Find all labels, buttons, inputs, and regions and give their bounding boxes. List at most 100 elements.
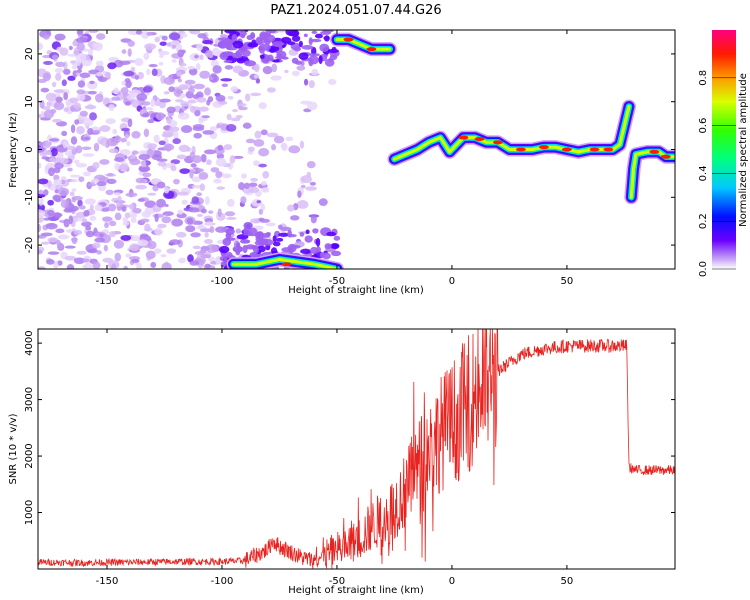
noise-speck: [229, 155, 236, 164]
noise-speck: [187, 207, 200, 213]
noise-speck: [68, 215, 74, 225]
noise-speck: [66, 145, 77, 151]
noise-speck: [215, 226, 227, 233]
noise-speck: [61, 79, 67, 87]
snr-y-label: SNR (10 * v/v): [8, 413, 19, 484]
signal-peak: [603, 147, 614, 152]
noise-speck: [193, 83, 205, 90]
noise-speck: [153, 248, 162, 254]
colorbar-gradient: [712, 30, 736, 269]
noise-speck: [196, 43, 204, 51]
noise-speck: [64, 255, 77, 261]
noise-speck: [136, 93, 148, 101]
y-tick-label: -10: [24, 189, 35, 205]
noise-speck: [277, 224, 283, 230]
noise-speck: [181, 49, 186, 54]
noise-speck: [272, 235, 277, 243]
noise-speck: [43, 109, 55, 119]
noise-speck: [101, 216, 113, 222]
noise-speck: [79, 110, 88, 117]
noise-speck: [254, 130, 262, 139]
noise-speck: [38, 209, 46, 218]
noise-speck: [70, 174, 81, 178]
noise-speck: [205, 221, 214, 226]
noise-speck: [305, 186, 317, 191]
noise-speck: [194, 109, 201, 117]
noise-speck: [95, 72, 103, 77]
noise-speck: [43, 217, 50, 221]
noise-speck: [226, 216, 237, 221]
noise-speck: [105, 118, 116, 125]
noise-speck: [329, 54, 338, 61]
noise-speck: [177, 78, 182, 83]
noise-speck: [60, 199, 70, 209]
noise-speck: [173, 88, 182, 97]
noise-speck: [135, 177, 146, 184]
noise-speck: [287, 229, 292, 238]
noise-speck: [68, 97, 79, 104]
signal-peak: [281, 262, 292, 267]
noise-speck: [147, 192, 157, 196]
noise-speck: [195, 91, 204, 99]
signal-peak: [366, 47, 377, 52]
noise-speck: [63, 218, 70, 228]
noise-speck: [235, 114, 243, 119]
noise-speck: [218, 245, 230, 254]
noise-speck: [40, 151, 53, 155]
noise-speck: [151, 68, 158, 77]
noise-speck: [295, 60, 303, 65]
noise-speck: [75, 145, 83, 154]
noise-speck: [266, 54, 274, 62]
colorbar-tick-label: 0.8: [698, 70, 709, 86]
noise-speck: [312, 53, 320, 57]
noise-speck: [256, 231, 262, 240]
noise-speck: [76, 250, 87, 255]
noise-speck: [93, 142, 100, 152]
noise-speck: [217, 144, 224, 151]
noise-speck: [261, 187, 270, 193]
noise-speck: [224, 30, 236, 34]
noise-speck: [176, 154, 187, 160]
noise-speck: [143, 52, 150, 60]
noise-speck: [46, 259, 55, 265]
noise-speck: [113, 87, 119, 95]
noise-speck: [328, 78, 337, 85]
colorbar-ticks: 0.0 0.2 0.4 0.6 0.8: [698, 70, 736, 277]
noise-speck: [270, 75, 282, 81]
noise-speck: [210, 167, 220, 173]
noise-speck: [95, 60, 104, 67]
noise-speck: [189, 105, 196, 113]
noise-speck: [200, 208, 207, 214]
noise-speck: [134, 58, 144, 66]
noise-speck: [209, 76, 214, 81]
noise-speck: [253, 160, 260, 167]
noise-speck: [38, 197, 44, 206]
noise-speck: [231, 33, 238, 43]
noise-speck: [216, 124, 222, 129]
noise-speck: [117, 195, 122, 202]
noise-speck: [242, 122, 252, 129]
noise-speck: [256, 200, 261, 204]
noise-speck: [246, 34, 254, 41]
noise-speck: [245, 244, 256, 250]
noise-speck: [77, 80, 86, 88]
noise-speck: [241, 173, 247, 179]
noise-speck: [199, 70, 211, 79]
spectrogram-signal: [226, 32, 675, 269]
noise-speck: [331, 250, 342, 257]
signal-peak: [492, 140, 503, 145]
noise-speck: [199, 54, 204, 61]
signal-peak: [515, 147, 526, 152]
noise-speck: [78, 205, 86, 210]
noise-speck: [49, 157, 56, 162]
noise-speck: [276, 237, 284, 242]
noise-speck: [209, 126, 218, 132]
noise-speck: [235, 248, 241, 256]
noise-speck: [95, 33, 106, 40]
noise-speck: [259, 54, 265, 59]
noise-speck: [71, 196, 77, 203]
noise-speck: [236, 57, 246, 64]
noise-speck: [189, 260, 200, 266]
noise-speck: [197, 106, 209, 112]
